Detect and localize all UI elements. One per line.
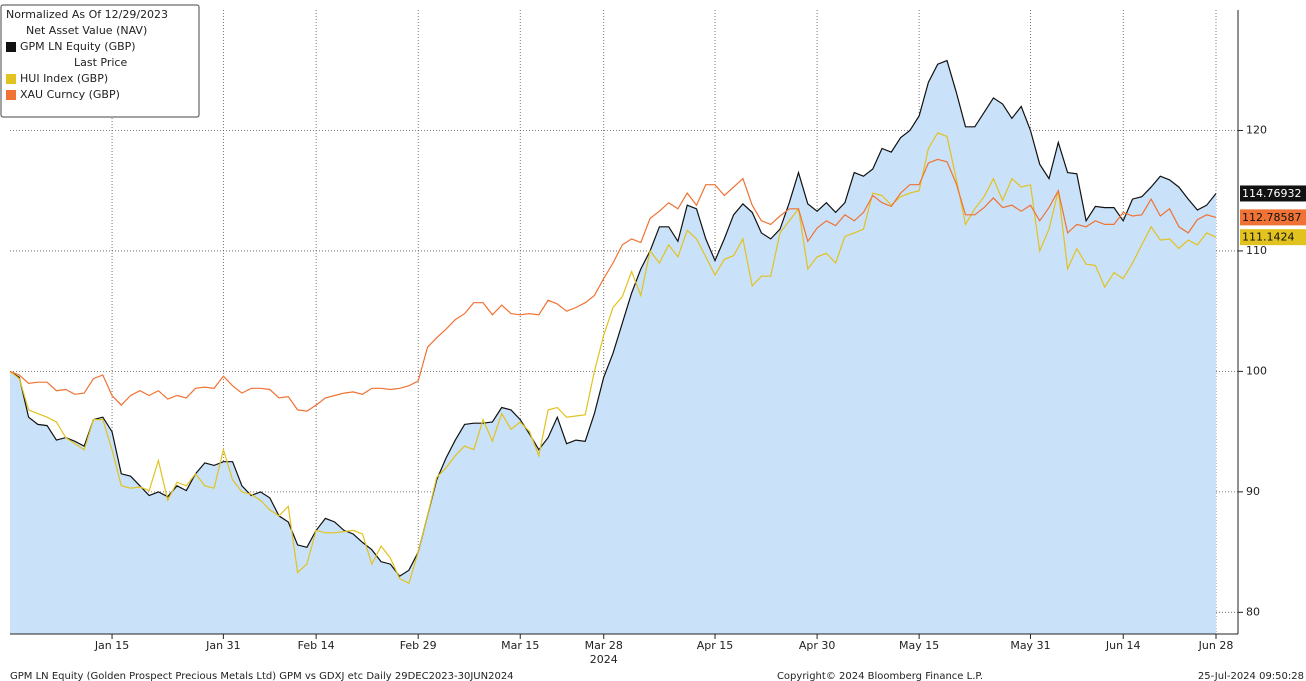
legend-swatch [6, 74, 16, 84]
x-tick-label: Jan 31 [205, 639, 240, 652]
series-line [9, 132, 1217, 585]
series-line [9, 59, 1217, 578]
x-tick-label: Mar 28 [585, 639, 623, 652]
legend-box [0, 4, 200, 118]
x-tick-label: Jun 14 [1105, 639, 1141, 652]
last-value-label: 112.78587 [1242, 211, 1302, 224]
legend-group: Last Price [74, 56, 127, 69]
x-tick-label: Apr 30 [799, 639, 836, 652]
footer-right: 25-Jul-2024 09:50:28 [1198, 671, 1304, 681]
y-tick-label: 120 [1246, 123, 1267, 136]
legend-label: XAU Curncy (GBP) [20, 88, 120, 101]
last-value-box [1240, 229, 1306, 246]
legend-label: GPM LN Equity (GBP) [20, 40, 136, 53]
x-tick-label: Mar 15 [501, 639, 539, 652]
x-tick-label: Jun 28 [1198, 639, 1234, 652]
legend-title: Normalized As Of 12/29/2023 [6, 8, 168, 21]
y-tick-label: 80 [1246, 605, 1260, 618]
x-year-label: 2024 [590, 653, 618, 666]
series-area [10, 60, 1216, 635]
last-value-label: 114.76932 [1242, 187, 1302, 200]
legend-swatch [6, 90, 16, 100]
legend: Normalized As Of 12/29/2023 Net Asset Val… [0, 4, 200, 118]
series-line [9, 158, 1217, 412]
footer-center: Copyright© 2024 Bloomberg Finance L.P. [777, 671, 983, 681]
last-value-box [1240, 209, 1306, 226]
y-tick-label: 90 [1246, 485, 1260, 498]
x-tick-label: Feb 29 [400, 639, 437, 652]
last-value-box [1240, 185, 1306, 202]
x-tick-label: Apr 15 [697, 639, 734, 652]
footer-left: GPM LN Equity (Golden Prospect Precious … [10, 671, 514, 681]
x-tick-label: Feb 14 [298, 639, 335, 652]
x-tick-label: May 31 [1010, 639, 1050, 652]
y-tick-label: 100 [1246, 364, 1267, 377]
legend-label: HUI Index (GBP) [20, 72, 108, 85]
x-tick-label: May 15 [899, 639, 939, 652]
y-tick-label: 110 [1246, 244, 1267, 257]
legend-group: Net Asset Value (NAV) [26, 24, 147, 37]
legend-swatch [6, 42, 16, 52]
x-tick-label: Jan 15 [94, 639, 129, 652]
last-value-label: 111.1424 [1242, 231, 1295, 244]
